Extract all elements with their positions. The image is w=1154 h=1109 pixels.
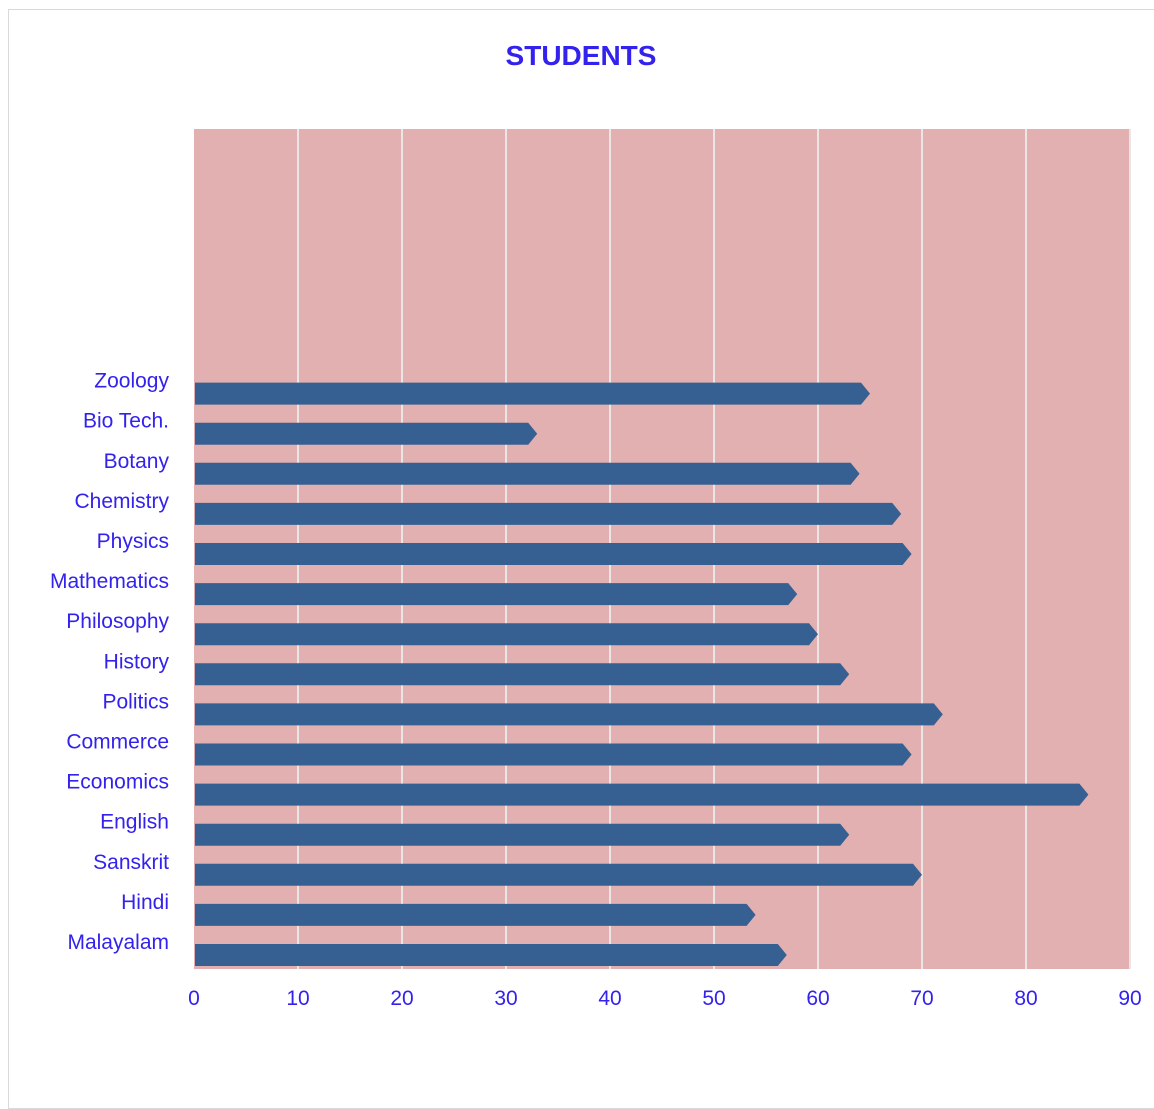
bar-malayalam (195, 944, 787, 966)
bar-zoology (195, 382, 870, 405)
category-label: Commerce (66, 731, 169, 754)
x-tick-label: 60 (806, 987, 829, 1010)
category-label: Economics (66, 771, 169, 794)
x-tick-label: 50 (702, 987, 725, 1010)
bar-bio-tech (195, 422, 538, 445)
category-label: Physics (97, 530, 169, 553)
x-tick-label: 90 (1118, 987, 1141, 1010)
bar-chemistry (195, 502, 902, 525)
category-label: History (104, 650, 170, 673)
category-label: Sanskrit (93, 851, 169, 874)
bar-mathematics (195, 583, 798, 606)
x-tick-label: 80 (1014, 987, 1037, 1010)
bar-physics (195, 543, 912, 565)
category-label: Bio Tech. (83, 410, 169, 433)
x-tick-label: 20 (390, 987, 413, 1010)
category-label: Philosophy (66, 610, 169, 633)
bar-commerce (195, 743, 912, 766)
bar-botany (195, 462, 860, 485)
category-label: English (100, 811, 169, 834)
category-label: Mathematics (50, 570, 169, 593)
bar-hindi (195, 903, 756, 926)
x-tick-label: 30 (494, 987, 517, 1010)
chart-title: STUDENTS (506, 40, 657, 71)
x-tick-labels: 0 10 20 30 40 50 60 70 80 90 (188, 987, 1142, 1010)
bars (195, 382, 1089, 966)
bar-english (195, 823, 850, 846)
category-label: Zoology (94, 370, 169, 393)
bar-sanskrit (195, 863, 922, 886)
x-tick-label: 0 (188, 987, 200, 1010)
category-label: Chemistry (74, 490, 169, 513)
category-label: Hindi (121, 891, 169, 914)
category-label: Malayalam (67, 931, 169, 954)
bar-history (195, 663, 850, 686)
bar-politics (195, 703, 943, 726)
category-labels: Malayalam Hindi Sanskrit English Economics Co… (50, 370, 170, 954)
bar-economics (195, 783, 1089, 806)
category-label: Politics (102, 690, 169, 713)
bar-philosophy (195, 623, 818, 646)
x-tick-label: 70 (910, 987, 933, 1010)
x-tick-label: 10 (286, 987, 309, 1010)
category-label: Botany (104, 450, 170, 473)
x-tick-label: 40 (598, 987, 621, 1010)
